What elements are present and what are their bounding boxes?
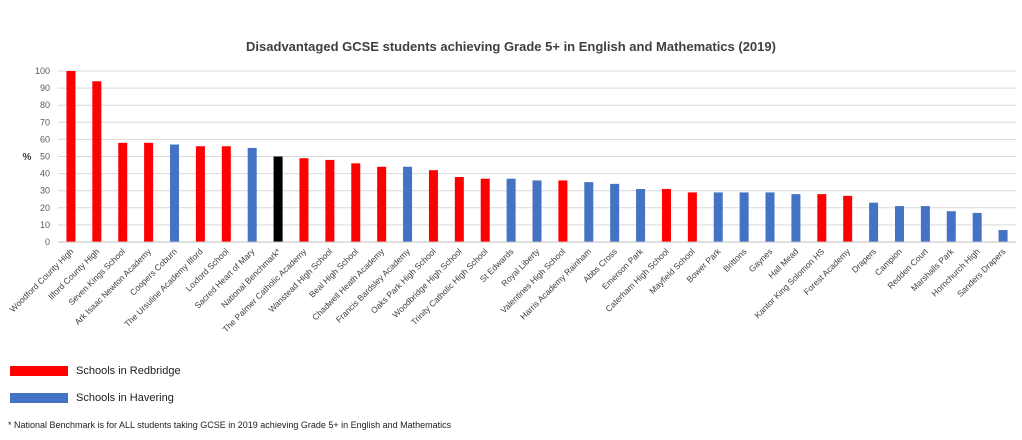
bar-redden-court [920,206,930,242]
bar-the-ursuline-academy-ilford [195,146,205,242]
bar-francis-bardsley-academy [403,166,413,242]
legend-label-redbridge: Schools in Redbridge [76,365,181,377]
bar-hall-mead [791,194,801,242]
legend-label-havering: Schools in Havering [76,392,174,404]
y-tick-label: 100 [35,66,50,76]
footnote: * National Benchmark is for ALL students… [8,420,452,430]
bars [66,71,1008,242]
y-tick-label: 60 [40,134,50,144]
bar-emerson-park [636,188,646,242]
y-tick-label: 40 [40,169,50,179]
y-tick-label: 50 [40,152,50,162]
legend-item-redbridge: Schools in Redbridge [10,365,181,377]
bar-sacred-heart-of-mary [247,147,257,242]
bar-woodbridge-high-school [454,177,464,242]
bar-national-benchmark [273,156,283,242]
x-tick-label: Brittons [721,246,748,273]
y-axis-label: % [23,152,32,163]
bar-bower-park [713,192,723,242]
y-tick-label: 20 [40,203,50,213]
x-tick-label: Sanders Drapers [955,246,1008,299]
bar-caterham-high-school [661,188,671,242]
legend-swatch-havering [10,393,68,403]
y-tick-label: 90 [40,83,50,93]
bar-ark-isaac-newton-academy [144,142,154,242]
y-tick-label: 70 [40,117,50,127]
x-tick-label: Forest Academy [802,246,853,297]
bar-ilford-county-high [92,81,102,242]
bar-mayfield-school [687,192,697,242]
bar-kantor-king-solomon-hs [817,194,827,242]
y-tick-label: 10 [40,220,50,230]
bar-trinity-catholic-high-school [480,178,490,242]
y-tick-label: 30 [40,186,50,196]
bar-abbs-cross [610,183,620,242]
bar-gaynes [765,192,775,242]
legend-swatch-redbridge [10,366,68,376]
bar-forest-academy [843,195,853,242]
bar-royal-liberty [532,180,542,242]
y-axis-ticks: 0 10 20 30 40 50 60 70 80 90 100 [35,66,50,247]
bar-oaks-park-high-school [428,170,438,242]
legend-item-havering: Schools in Havering [10,392,174,404]
bar-seven-kings-school [118,142,128,242]
bar-harris-academy-rainham [584,182,594,242]
y-tick-label: 0 [45,237,50,247]
bar-wanstead-high-school [325,159,335,242]
bar-drapers [869,202,879,242]
bar-the-palmer-catholic-academy [299,158,309,242]
bar-loxford-school [221,146,231,242]
bar-valentines-high-school [558,180,568,242]
bar-sanders-drapers [998,230,1008,242]
bar-hornchurch-high [972,212,982,242]
bar-campion [894,206,904,242]
bar-beal-high-school [351,163,361,242]
bar-coopers-coburn [170,144,180,242]
bar-brittons [739,192,749,242]
y-tick-label: 80 [40,100,50,110]
chart-title: Disadvantaged GCSE students achieving Gr… [246,39,776,54]
x-tick-label: Mayfield School [647,246,697,296]
bar-st-edwards [506,178,516,242]
bar-marshalls-park [946,211,956,242]
bar-woodford-county-high [66,71,76,242]
bar-chadwell-heath-academy [377,166,387,242]
